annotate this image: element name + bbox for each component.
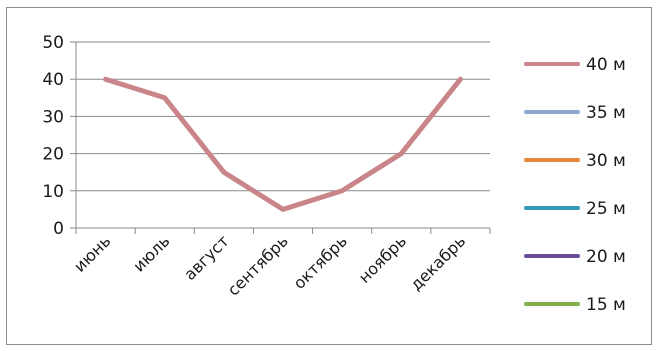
data-point [221,170,227,175]
series-line-0 [103,76,463,212]
x-tick-label: август [180,231,232,283]
y-tick-label: 40 [42,70,64,90]
legend-label: 30 м [586,151,626,171]
y-tick-label: 20 [42,145,64,165]
x-tick-label: ноябрь [355,231,410,286]
legend: 40 м 35 м 30 м 25 м 20 м 15 м [524,55,626,315]
data-point [103,77,108,82]
legend-label: 20 м [586,247,626,267]
data-point [162,95,167,101]
x-tick-label: декабрь [406,231,469,294]
y-tick-label: 30 [42,107,64,127]
x-tick-label: сентябрь [224,231,292,299]
y-axis-ticks: 0 10 20 30 40 50 [42,33,76,239]
y-tick-label: 0 [53,219,64,239]
data-point [399,151,404,156]
legend-label: 40 м [586,55,626,75]
data-point [458,77,463,82]
series-group [103,76,463,212]
legend-label: 15 м [586,295,626,315]
legend-label: 35 м [586,103,626,123]
grid-lines [76,41,490,192]
axes [75,42,490,229]
y-tick-label: 10 [42,182,64,202]
y-tick-label: 50 [42,33,64,53]
data-point [339,188,345,193]
legend-label: 25 м [586,199,626,219]
data-point [280,207,286,212]
x-tick-label: июнь [70,231,114,275]
x-tick-label: июль [129,231,173,275]
x-tick-label: октябрь [290,231,351,292]
